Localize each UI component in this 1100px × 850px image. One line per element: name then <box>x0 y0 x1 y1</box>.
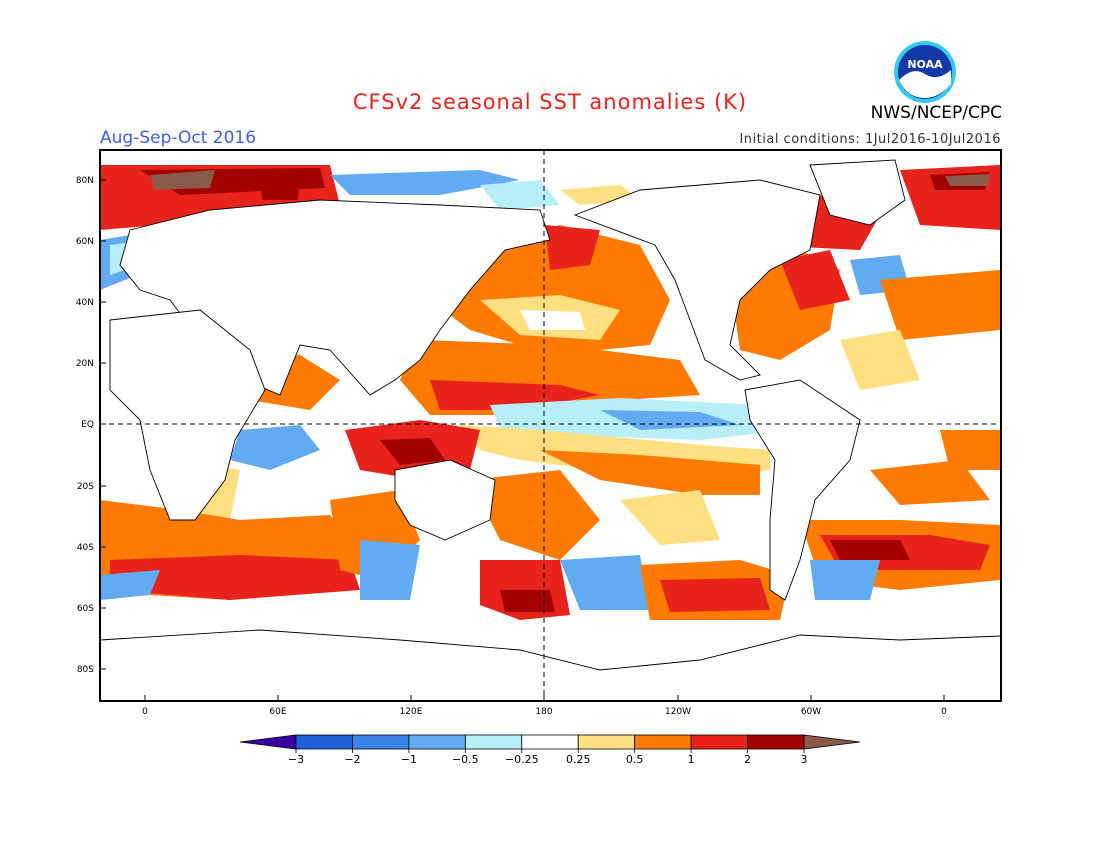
lon-label: 180 <box>535 707 552 717</box>
colorbar-box <box>352 734 410 750</box>
colorbar-box <box>521 734 579 750</box>
colorbar-label: −0.25 <box>505 753 539 766</box>
latitude-axis: 80N 60N 40N 20N EQ 20S 40S 60S 80S <box>76 176 106 675</box>
noaa-logo: NOAA <box>894 41 956 103</box>
colorbar-label: −3 <box>288 753 304 766</box>
lat-label: EQ <box>81 420 94 430</box>
landmass-africa <box>109 309 266 521</box>
colorbar-label: −2 <box>344 753 360 766</box>
colorbar-box <box>747 734 805 750</box>
colorbar-min-arrow <box>239 734 297 750</box>
lat-label: 60S <box>77 604 94 614</box>
map-title: CFSv2 seasonal SST anomalies (K) <box>352 90 748 114</box>
landmass-australia <box>394 459 496 541</box>
colorbar-max-arrow <box>803 734 861 750</box>
colorbar-label: 2 <box>744 753 751 766</box>
lat-label: 60N <box>76 237 94 247</box>
colorbar: −3 −2 −1 −0.5 −0.25 0.25 0.5 1 2 3 <box>239 734 861 766</box>
landmass-north-america <box>573 179 821 381</box>
landmass-antarctica <box>100 629 1001 701</box>
lon-label: 120E <box>400 707 423 717</box>
colorbar-box <box>464 734 523 750</box>
colorbar-box <box>577 734 636 750</box>
colorbar-label: 0.25 <box>566 753 591 766</box>
lat-label: 40S <box>77 543 94 553</box>
lon-label: 0 <box>142 707 148 717</box>
landmass-greenland <box>809 159 906 226</box>
longitude-axis: 0 60E 120E 180 120W 60W 0 <box>142 695 947 717</box>
colorbar-box <box>295 734 353 750</box>
noaa-logo-text: NOAA <box>907 58 943 71</box>
map-frame <box>99 149 1002 702</box>
land-masks <box>100 159 1001 701</box>
lat-label: 20S <box>77 482 94 492</box>
lat-label: 40N <box>76 298 94 308</box>
lon-label: 0 <box>941 707 947 717</box>
lon-label: 60W <box>801 707 821 717</box>
colorbar-box <box>408 734 466 750</box>
colorbar-label: −0.5 <box>452 753 479 766</box>
colorbar-label: −1 <box>401 753 417 766</box>
colorbar-box <box>634 734 692 750</box>
colorbar-label: 0.5 <box>626 753 644 766</box>
season-label: Aug-Sep-Oct 2016 <box>100 128 257 148</box>
colorbar-box <box>690 734 748 750</box>
lon-label: 120W <box>665 707 691 717</box>
lat-label: 80S <box>77 665 94 675</box>
lat-label: 20N <box>76 359 94 369</box>
colorbar-label: 1 <box>688 753 695 766</box>
initial-conditions-label: Initial conditions: 1Jul2016-10Jul2016 <box>739 132 1001 147</box>
lon-label: 60E <box>269 707 286 717</box>
landmass-south-america <box>744 379 861 601</box>
colorbar-label: 3 <box>801 753 808 766</box>
lat-label: 80N <box>76 176 94 186</box>
agency-label: NWS/NCEP/CPC <box>870 103 1002 123</box>
